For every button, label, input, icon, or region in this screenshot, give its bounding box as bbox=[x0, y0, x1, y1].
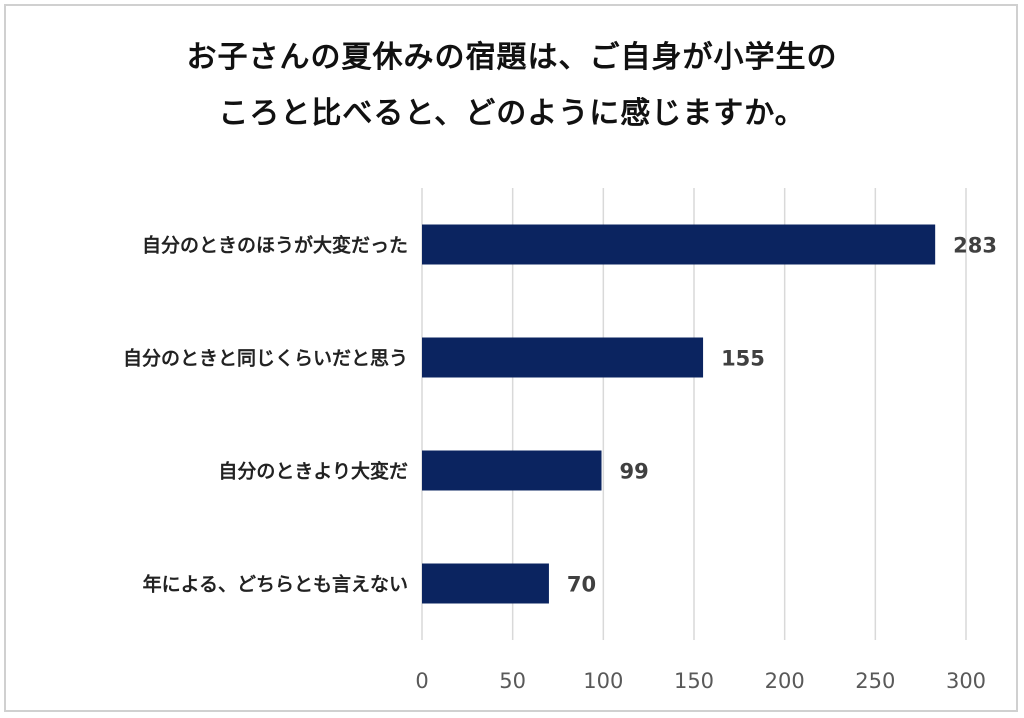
data-label-2: 99 bbox=[620, 460, 649, 484]
category-label-2: 自分のときより大変だ bbox=[218, 460, 408, 483]
bar-1 bbox=[422, 337, 704, 378]
x-tick-label-300: 300 bbox=[946, 669, 986, 693]
chart-title-line-1: お子さんの夏休みの宿題は、ご自身が小学生の bbox=[186, 40, 838, 75]
bar-2 bbox=[422, 450, 602, 491]
x-tick-label-200: 200 bbox=[765, 669, 805, 693]
x-axis-ticks: 0 50 100 150 200 250 300 bbox=[415, 669, 986, 693]
x-tick-label-0: 0 bbox=[415, 669, 428, 693]
chart-title: お子さんの夏休みの宿題は、ご自身が小学生の ころと比べると、どのように感じますか… bbox=[0, 30, 1024, 142]
data-label-0: 283 bbox=[953, 234, 997, 258]
category-label-3: 年による、どちらとも言えない bbox=[143, 573, 408, 596]
category-labels: 自分のときのほうが大変だった自分のときと同じくらいだと思う自分のときより大変だ年… bbox=[123, 234, 408, 596]
chart-title-line-2: ころと比べると、どのように感じますか。 bbox=[218, 96, 806, 131]
category-label-1: 自分のときと同じくらいだと思う bbox=[123, 347, 408, 370]
x-tick-label-150: 150 bbox=[674, 669, 714, 693]
x-tick-label-50: 50 bbox=[499, 669, 526, 693]
bar-0 bbox=[422, 224, 936, 265]
data-labels: 283 155 99 70 bbox=[567, 234, 997, 597]
bar-3 bbox=[422, 563, 549, 604]
category-label-0: 自分のときのほうが大変だった bbox=[142, 234, 408, 257]
data-label-3: 70 bbox=[567, 573, 596, 597]
x-tick-label-250: 250 bbox=[855, 669, 895, 693]
data-label-1: 155 bbox=[721, 347, 765, 371]
x-tick-label-100: 100 bbox=[583, 669, 623, 693]
bars bbox=[422, 224, 936, 604]
